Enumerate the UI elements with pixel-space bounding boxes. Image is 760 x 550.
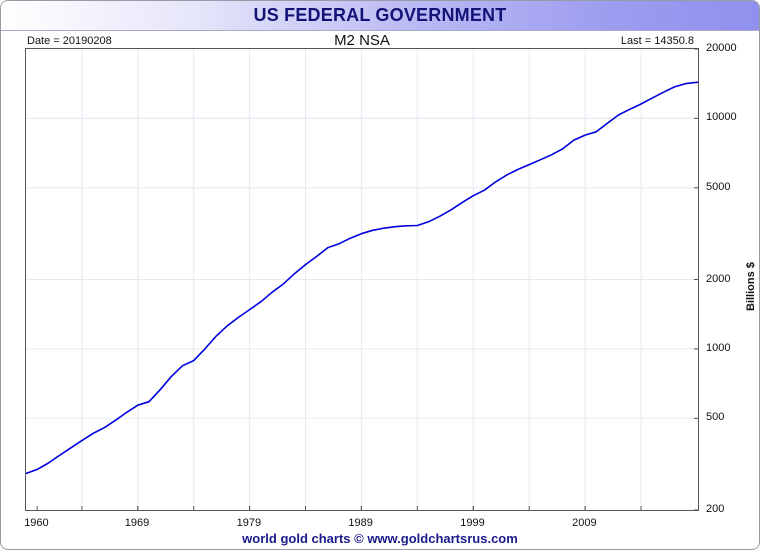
x-tick-label: 1960 [24,517,49,529]
x-tick-label: 1999 [460,517,485,529]
title-banner: US FEDERAL GOVERNMENT [1,1,759,31]
y-tick-label: 2000 [706,272,731,285]
banner-title: US FEDERAL GOVERNMENT [253,5,507,25]
x-tick-label: 2009 [572,517,597,529]
y-tick-label: 5000 [706,180,731,193]
footer-credit: world gold charts © www.goldchartsrus.co… [242,531,518,546]
x-tick-label: 1979 [236,517,262,529]
y-tick-label: 500 [706,411,725,424]
x-tick-label: 1969 [124,517,150,529]
plot-area [25,48,699,511]
y-tick-label: 20000 [706,42,737,54]
y-tick-label: 10000 [706,111,737,124]
x-tick-label: 1989 [348,517,373,529]
date-label: Date = 20190208 [27,35,112,47]
y-tick-label: 1000 [706,341,731,354]
chart-title: M2 NSA [334,32,390,49]
series-line [25,81,699,475]
y-tick-label: 200 [706,503,725,515]
y-axis-label: Billions $ [745,262,757,311]
last-value-label: Last = 14350.8 [620,35,694,47]
